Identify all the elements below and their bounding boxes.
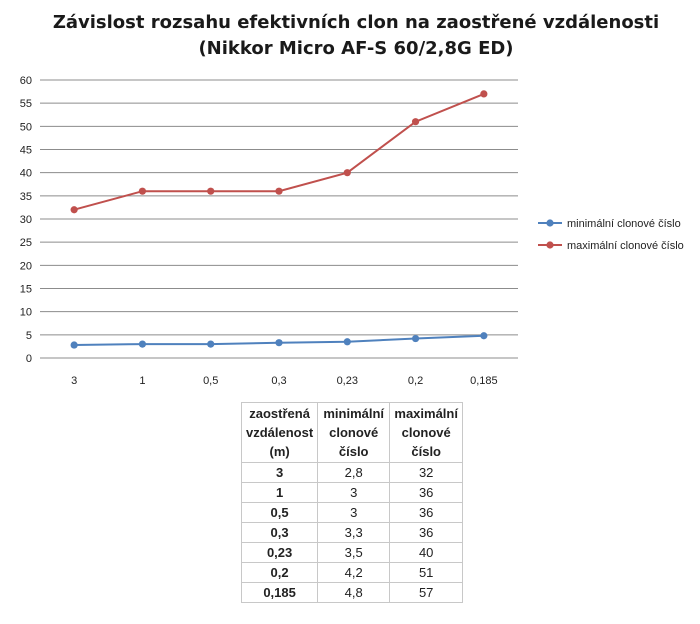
x-tick-label: 0,23 [337, 375, 358, 387]
table-cell-min: 4,8 [317, 582, 391, 603]
data-point [275, 187, 283, 195]
data-point [70, 341, 78, 349]
table-cell-distance: 0,5 [240, 502, 319, 523]
table-header-distance: zaostřená vzdálenost (m) [240, 402, 319, 463]
table-cell-max: 51 [389, 562, 464, 583]
table-row: 0,3 3,3 36 [240, 522, 464, 543]
table-row: 0,185 4,8 57 [240, 582, 464, 603]
data-point [138, 340, 147, 348]
line-chart: 0 5 10 15 20 25 30 35 40 45 50 55 60 3 1 0,5 0,3 0,23 0,2… [20, 75, 684, 387]
y-tick-label: 30 [20, 214, 32, 226]
table-row: 1 3 36 [240, 482, 464, 503]
y-tick-label: 55 [20, 98, 32, 110]
x-tick-label: 3 [71, 375, 77, 387]
table-cell-max: 40 [389, 542, 464, 563]
data-point [411, 334, 420, 343]
y-tick-label: 35 [20, 191, 32, 203]
legend-label: minimální clonové číslo [567, 218, 681, 230]
series-1 [70, 332, 488, 349]
table-cell-distance: 0,2 [240, 562, 319, 583]
x-tick-label: 0,185 [470, 375, 498, 387]
table-row: 0,23 3,5 40 [240, 542, 464, 563]
y-tick-label: 45 [20, 145, 32, 157]
table-cell-max: 36 [389, 522, 464, 543]
gridlines [40, 79, 518, 359]
table-cell-min: 3,3 [317, 522, 391, 543]
x-tick-label: 0,5 [203, 375, 218, 387]
y-tick-label: 20 [20, 260, 32, 272]
table-row: 0,2 4,2 51 [240, 562, 464, 583]
table-cell-distance: 0,185 [240, 582, 319, 603]
table-cell-distance: 1 [240, 482, 319, 503]
table-cell-max: 36 [389, 502, 464, 523]
data-point [138, 187, 147, 195]
table-header-min: minimální clonové číslo [317, 402, 391, 463]
y-tick-label: 15 [20, 284, 32, 296]
table-cell-min: 2,8 [317, 462, 391, 483]
table-cell-max: 32 [389, 462, 464, 483]
y-tick-label: 5 [26, 330, 32, 342]
y-axis-ticks: 0 5 10 15 20 25 30 35 40 45 50 55 60 [20, 75, 32, 365]
y-tick-label: 40 [20, 168, 32, 180]
legend-item: maximální clonové číslo [538, 240, 684, 252]
data-point [480, 332, 488, 340]
table-cell-distance: 0,23 [240, 542, 319, 563]
legend: minimální clonové číslo maximální clonové… [538, 218, 684, 252]
table-cell-min: 3 [317, 502, 391, 523]
table-cell-max: 36 [389, 482, 464, 503]
data-point [207, 340, 215, 348]
data-point [343, 169, 351, 177]
table-cell-distance: 0,3 [240, 522, 319, 543]
table-header-max: maximální clonové číslo [389, 402, 464, 463]
legend-item: minimální clonové číslo [538, 218, 681, 230]
chart-title-line-2: (Nikkor Micro AF-S 60/2,8G ED) [198, 38, 514, 59]
table-header-row: zaostřená vzdálenost (m) minimální clono… [240, 402, 464, 463]
y-tick-label: 10 [20, 307, 32, 319]
data-point [70, 206, 78, 214]
table-cell-min: 3 [317, 482, 391, 503]
y-tick-label: 0 [26, 353, 32, 365]
x-tick-label: 1 [139, 375, 145, 387]
legend-label: maximální clonové číslo [567, 240, 684, 252]
y-tick-label: 25 [20, 237, 32, 249]
y-tick-label: 50 [20, 121, 32, 133]
y-tick-label: 60 [20, 75, 32, 87]
table-cell-min: 3,5 [317, 542, 391, 563]
series-group [70, 90, 488, 349]
table-row: 3 2,8 32 [240, 462, 464, 483]
chart-title-line-1: Závislost rozsahu efektivních clon na za… [52, 12, 660, 33]
chart-title: Závislost rozsahu efektivních clon na za… [0, 10, 700, 62]
x-axis-ticks: 3 1 0,5 0,3 0,23 0,2 0,185 [71, 375, 498, 387]
table-cell-max: 57 [389, 582, 464, 603]
data-point [207, 187, 215, 195]
data-point [275, 339, 283, 347]
data-table: zaostřená vzdálenost (m) minimální clono… [240, 402, 464, 603]
data-point [411, 118, 420, 126]
table-row: 0,5 3 36 [240, 502, 464, 523]
data-point [343, 338, 351, 346]
table-cell-min: 4,2 [317, 562, 391, 583]
series-2 [70, 90, 488, 214]
legend-swatch-marker [546, 219, 554, 227]
data-point [480, 90, 488, 98]
x-tick-label: 0,2 [408, 375, 423, 387]
legend-swatch-marker [546, 241, 554, 249]
x-tick-label: 0,3 [271, 375, 286, 387]
table-cell-distance: 3 [240, 462, 319, 483]
